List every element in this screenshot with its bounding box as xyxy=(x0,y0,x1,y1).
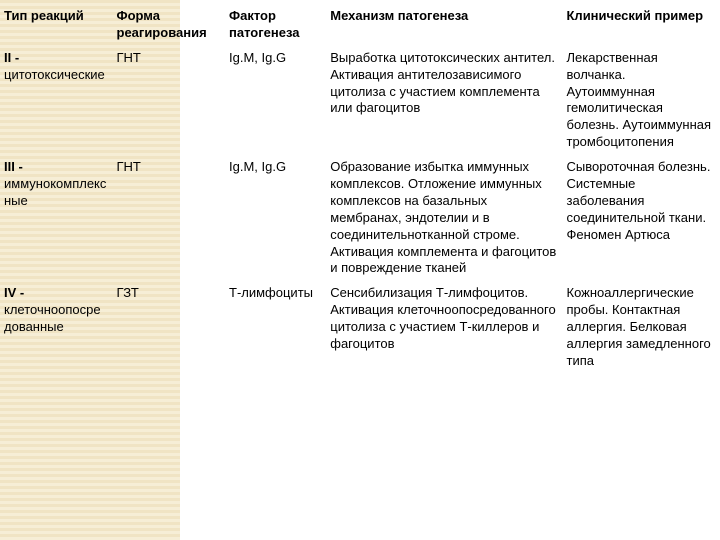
cell-form: ГНТ xyxy=(113,155,226,281)
header-type: Тип реакций xyxy=(0,0,113,46)
cell-factor: Ig.M, Ig.G xyxy=(225,46,326,155)
table-row: II - цитотоксические ГНТ Ig.M, Ig.G Выра… xyxy=(0,46,720,155)
table-header-row: Тип реакций Форма реагирования Фактор па… xyxy=(0,0,720,46)
cell-factor: Т-лимфоциты xyxy=(225,281,326,373)
cell-factor: Ig.M, Ig.G xyxy=(225,155,326,281)
table-row: IV - клеточноопосредованные ГЗТ Т-лимфоц… xyxy=(0,281,720,373)
header-mechanism: Механизм патогенеза xyxy=(326,0,562,46)
cell-form: ГЗТ xyxy=(113,281,226,373)
cell-type: III - иммунокомплексные xyxy=(0,155,113,281)
type-bold: III - xyxy=(4,159,23,174)
type-rest: иммунокомплексные xyxy=(4,176,106,208)
header-form: Форма реагирования xyxy=(113,0,226,46)
cell-example: Сывороточная болезнь. Системные заболева… xyxy=(563,155,720,281)
type-rest: цитотоксические xyxy=(4,67,105,82)
cell-example: Лекарственная волчанка. Аутоиммунная гем… xyxy=(563,46,720,155)
cell-type: II - цитотоксические xyxy=(0,46,113,155)
table-row: III - иммунокомплексные ГНТ Ig.M, Ig.G О… xyxy=(0,155,720,281)
type-bold: II - xyxy=(4,50,19,65)
cell-mechanism: Выработка цитотоксических антител. Актив… xyxy=(326,46,562,155)
cell-example: Кожноаллергические пробы. Контактная алл… xyxy=(563,281,720,373)
type-rest: клеточноопосредованные xyxy=(4,302,101,334)
header-factor: Фактор патогенеза xyxy=(225,0,326,46)
header-example: Клинический пример xyxy=(563,0,720,46)
cell-mechanism: Образование избытка иммунных комплексов.… xyxy=(326,155,562,281)
cell-mechanism: Сенсибилизация Т-лимфоцитов. Активация к… xyxy=(326,281,562,373)
type-bold: IV - xyxy=(4,285,24,300)
cell-form: ГНТ xyxy=(113,46,226,155)
cell-type: IV - клеточноопосредованные xyxy=(0,281,113,373)
reactions-table: Тип реакций Форма реагирования Фактор па… xyxy=(0,0,720,374)
